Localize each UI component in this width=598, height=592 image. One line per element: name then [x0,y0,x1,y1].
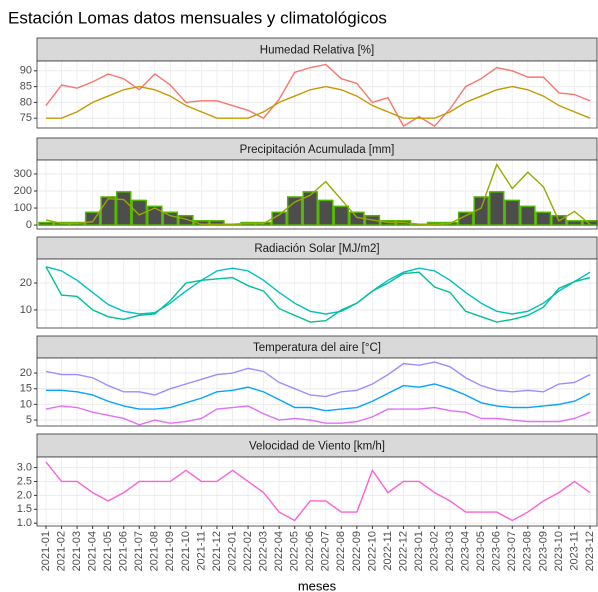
panel-border [36,159,598,230]
x-tick-label: 2023-10 [553,531,565,571]
bar [488,191,505,226]
bar [38,221,54,226]
x-tick-label: 2022-09 [351,531,363,571]
x-tick-label: 2021-07 [133,531,145,571]
x-tick-label: 2022-11 [382,531,394,571]
bar [178,214,194,226]
y-tick-label: 80 [20,96,32,108]
bar [115,191,132,226]
panel-border [36,258,598,329]
x-tick-label: 2021-01 [40,531,52,571]
line-series [45,361,591,398]
bar [193,220,210,226]
y-tick-label: 100 [14,202,32,214]
x-tick-label: 2023-09 [537,531,549,571]
x-tick-label: 2023-08 [522,531,534,571]
line-series [45,405,591,426]
x-tick-label: 2022-10 [366,531,378,571]
x-tick-label: 2021-05 [102,531,114,571]
y-tick-label: 75 [20,112,32,124]
panel-border [36,456,598,527]
panel-background [37,457,597,526]
x-tick-label: 2023-01 [413,531,425,571]
panel-border [36,357,598,427]
bar [162,211,179,226]
bar [286,196,303,226]
bar [209,220,225,226]
x-tick-label: 2022-08 [335,531,347,571]
line-series [45,461,591,522]
x-tick-label: 2022-01 [226,531,238,571]
x-tick-label: 2021-10 [180,531,192,571]
panel-background [37,61,597,128]
facet-title: Humedad Relativa [%] [260,45,374,57]
x-axis-title: meses [298,578,337,592]
y-tick-label: 0 [26,219,32,231]
line-series [46,383,591,412]
bar [520,205,536,226]
x-tick-label: 2021-08 [149,531,161,571]
x-tick-label: 2023-04 [460,531,472,571]
bar [131,199,148,226]
bar [147,205,163,226]
x-tick-label: 2023-12 [584,531,596,571]
x-tick-label: 2022-07 [320,531,332,571]
bar [318,199,334,226]
line-series [45,266,591,323]
y-tick-label: 15 [20,383,32,395]
line-series [45,266,591,315]
x-tick-label: 2021-06 [118,531,130,571]
x-tick-label: 2023-11 [568,531,580,571]
y-tick-label: 1.5 [17,503,32,515]
facet-title: Radiación Solar [MJ/m2] [254,243,379,255]
y-tick-label: 90 [20,65,32,77]
x-tick-label: 2022-05 [289,531,301,571]
x-tick-label: 2023-06 [491,531,503,571]
y-tick-label: 85 [20,81,32,93]
panel-background [37,259,597,328]
line-series [46,85,591,119]
panel-border [36,60,598,129]
y-tick-label: 10 [20,398,32,410]
x-tick-label: 2022-04 [273,531,285,571]
y-tick-label: 5 [26,414,32,426]
bar [333,205,350,226]
y-tick-label: 300 [14,168,32,180]
line-series [45,63,591,128]
facet-title: Precipitación Acumulada [mm] [240,144,395,156]
y-tick-label: 2.0 [17,489,32,501]
bar [535,211,552,226]
bar [504,199,521,226]
bar [100,196,116,226]
x-tick-label: 2021-04 [87,531,99,571]
y-tick-label: 20 [20,277,32,289]
x-tick-label: 2023-02 [428,531,440,571]
y-tick-label: 3.0 [17,461,32,473]
facet-title: Temperatura del aire [°C] [253,342,381,354]
line-series [45,163,591,225]
bar [566,220,583,226]
x-tick-label: 2022-02 [242,531,254,571]
x-tick-label: 2021-12 [211,531,223,571]
x-tick-label: 2023-03 [444,531,456,571]
x-tick-label: 2021-11 [195,531,207,571]
y-tick-label: 1.0 [17,517,32,529]
x-tick-label: 2022-03 [258,531,270,571]
y-tick-label: 200 [14,185,32,197]
x-tick-label: 2021-09 [164,531,176,571]
bar [302,191,318,226]
x-tick-label: 2022-12 [397,531,409,571]
bar [582,220,598,226]
x-tick-label: 2021-02 [55,531,67,571]
y-tick-label: 10 [20,304,32,316]
x-tick-label: 2021-03 [71,531,83,571]
chart-title: Estación Lomas datos mensuales y climato… [8,8,387,27]
y-tick-label: 20 [20,367,32,379]
y-tick-label: 2.5 [17,475,32,487]
facet-title: Velocidad de Viento [km/h] [249,441,385,453]
x-tick-label: 2023-07 [506,531,518,571]
x-tick-label: 2023-05 [475,531,487,571]
x-tick-label: 2022-06 [304,531,316,571]
